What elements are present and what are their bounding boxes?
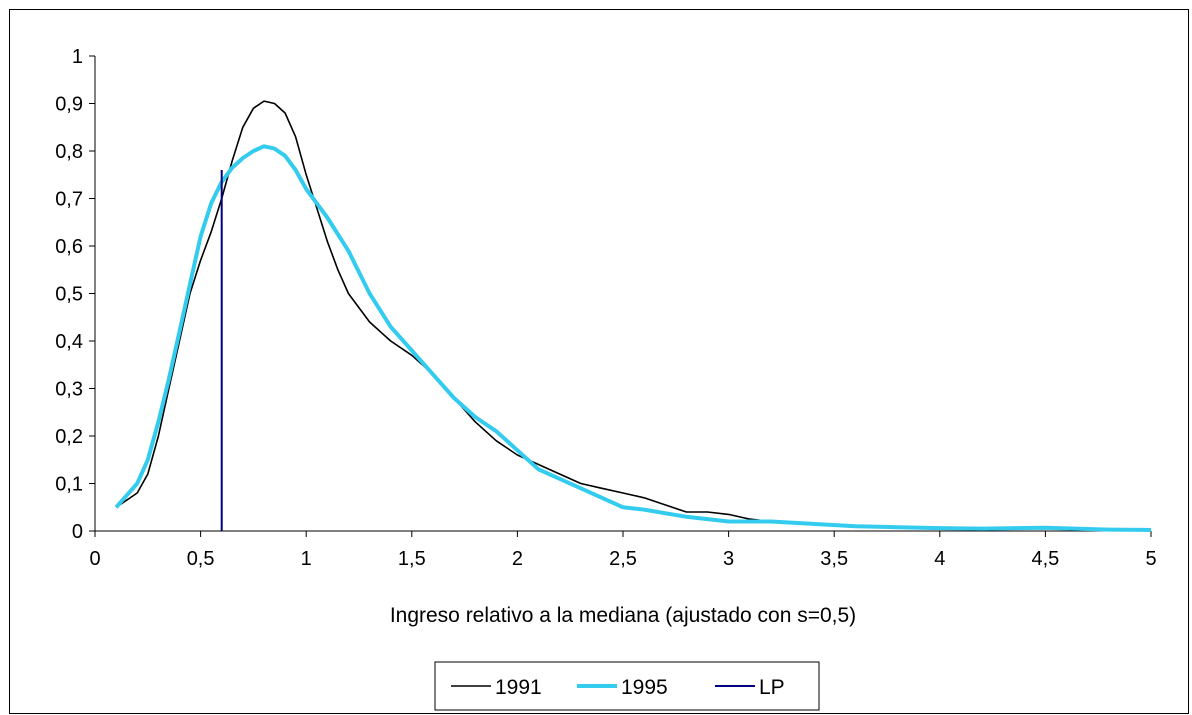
x-tick-label: 1 bbox=[301, 548, 312, 570]
x-tick-label: 4,5 bbox=[1031, 548, 1059, 570]
legend-label-lp: LP bbox=[759, 676, 785, 699]
y-tick-label: 0,3 bbox=[55, 379, 83, 401]
y-tick-label: 0,8 bbox=[55, 141, 83, 163]
y-tick-label: 0,7 bbox=[55, 189, 83, 211]
y-tick-label: 0,9 bbox=[55, 94, 83, 116]
x-tick-label: 5 bbox=[1145, 548, 1156, 570]
y-tick-label: 0,1 bbox=[55, 474, 83, 496]
legend-label-1991: 1991 bbox=[495, 676, 542, 699]
x-tick-label: 2 bbox=[512, 548, 523, 570]
x-tick-label: 1,5 bbox=[398, 548, 426, 570]
y-tick-label: 0,2 bbox=[55, 426, 83, 448]
x-tick-label: 0 bbox=[89, 548, 100, 570]
y-tick-label: 1 bbox=[72, 46, 83, 68]
chart-svg: 0 0,1 0,2 0,3 0,4 0,5 0,6 0,7 0,8 0,9 1 0 0,5 1 1,5 2 2,… bbox=[55, 46, 1157, 711]
chart-frame: 0 0,1 0,2 0,3 0,4 0,5 0,6 0,7 0,8 0,9 1 0 0,5 1 1,5 2 2,… bbox=[9, 9, 1189, 714]
x-tick-label: 2,5 bbox=[609, 548, 637, 570]
y-tick-label: 0 bbox=[72, 521, 83, 543]
x-tick-label: 3 bbox=[723, 548, 734, 570]
series-line-1991 bbox=[115, 100, 1152, 531]
x-tick-label: 0,5 bbox=[187, 548, 215, 570]
y-tick-label: 0,4 bbox=[55, 331, 83, 353]
legend-label-1995: 1995 bbox=[621, 676, 668, 699]
plot-area: 0 0,1 0,2 0,3 0,4 0,5 0,6 0,7 0,8 0,9 1 0 0,5 1 1,5 2 2,… bbox=[55, 46, 1156, 570]
series-line-1995 bbox=[114, 144, 1152, 532]
legend: 1991 1995 LP bbox=[434, 661, 820, 711]
x-tick-label: 3,5 bbox=[820, 548, 848, 570]
y-tick-label: 0,6 bbox=[55, 236, 83, 258]
y-tick-label: 0,5 bbox=[55, 284, 83, 306]
x-axis-title: Ingreso relativo a la mediana (ajustado … bbox=[390, 604, 856, 627]
x-tick-label: 4 bbox=[934, 548, 945, 570]
